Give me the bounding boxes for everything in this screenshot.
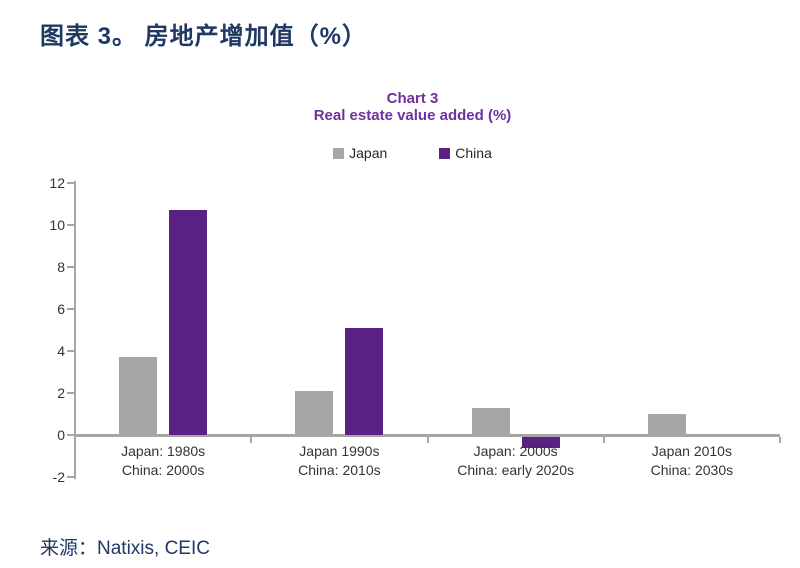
y-axis-tick-label: 8: [57, 259, 65, 275]
x-axis-tick: [602, 437, 605, 443]
x-axis-label-0: Japan: 1980s China: 2000s: [73, 442, 253, 480]
chart-title: Chart 3: [386, 90, 439, 107]
legend-label: China: [455, 145, 492, 161]
y-axis-tick-label: 2: [57, 385, 65, 401]
page-title: 图表 3。 房地产增加值（%）: [40, 23, 368, 50]
y-axis-tick: [67, 392, 75, 394]
x-axis-label-line1: Japan 2010s: [651, 443, 732, 459]
y-axis-tick-label: 4: [57, 343, 65, 359]
x-axis-label-line2: China: 2000s: [121, 462, 205, 478]
x-axis-label-line1: Japan: 2000s: [473, 443, 558, 459]
x-axis-tick: [779, 437, 781, 443]
x-axis-label-3: Japan 2010s China: 2030s: [602, 442, 782, 480]
x-axis-label-line1: Japan: 1980s: [121, 443, 206, 459]
x-axis-label-1: Japan 1990s China: 2010s: [249, 442, 429, 480]
y-axis-tick: [67, 350, 75, 352]
legend-swatch-japan: [333, 147, 345, 159]
y-axis-line: [74, 181, 76, 479]
legend-swatch-china: [439, 147, 451, 159]
bar-china-0: [169, 210, 208, 435]
x-axis-label-line1: Japan 1990s: [299, 443, 380, 459]
bar-japan-3: [647, 414, 686, 435]
chart-legend: Japan China: [60, 145, 765, 161]
bar-china-2: [521, 437, 560, 448]
y-axis-tick-label: 6: [57, 301, 65, 317]
y-axis-tick: [67, 434, 75, 436]
y-axis-tick: [67, 476, 75, 478]
legend-item-china: China: [439, 145, 492, 161]
x-axis-tick: [426, 437, 429, 443]
bar-china-1: [345, 327, 384, 435]
y-axis-tick-label: 10: [49, 217, 65, 233]
y-axis-tick-label: -2: [52, 469, 65, 485]
x-axis-label-line2: China: 2030s: [650, 462, 734, 478]
y-axis-tick: [67, 266, 75, 268]
x-axis-label-line2: China: 2010s: [298, 462, 381, 478]
y-axis-tick: [67, 182, 75, 184]
bar-japan-2: [471, 407, 510, 435]
legend-label: Japan: [349, 145, 388, 161]
bar-japan-0: [119, 357, 158, 435]
x-axis-line: [75, 434, 780, 437]
x-axis-tick: [250, 437, 253, 443]
y-axis-tick-label: 12: [49, 175, 65, 191]
x-axis-label-2: Japan: 2000s China: early 2020s: [426, 442, 606, 480]
y-axis-tick: [67, 224, 75, 226]
source-note: 来源：Natixis, CEIC: [40, 538, 210, 559]
x-axis-label-line2: China: early 2020s: [457, 462, 574, 478]
chart-subtitle: Real estate value added (%): [313, 107, 512, 124]
bar-japan-1: [295, 390, 334, 435]
legend-item-japan: Japan: [333, 145, 387, 161]
y-axis-tick: [67, 308, 75, 310]
y-axis-tick-label: 0: [57, 427, 65, 443]
